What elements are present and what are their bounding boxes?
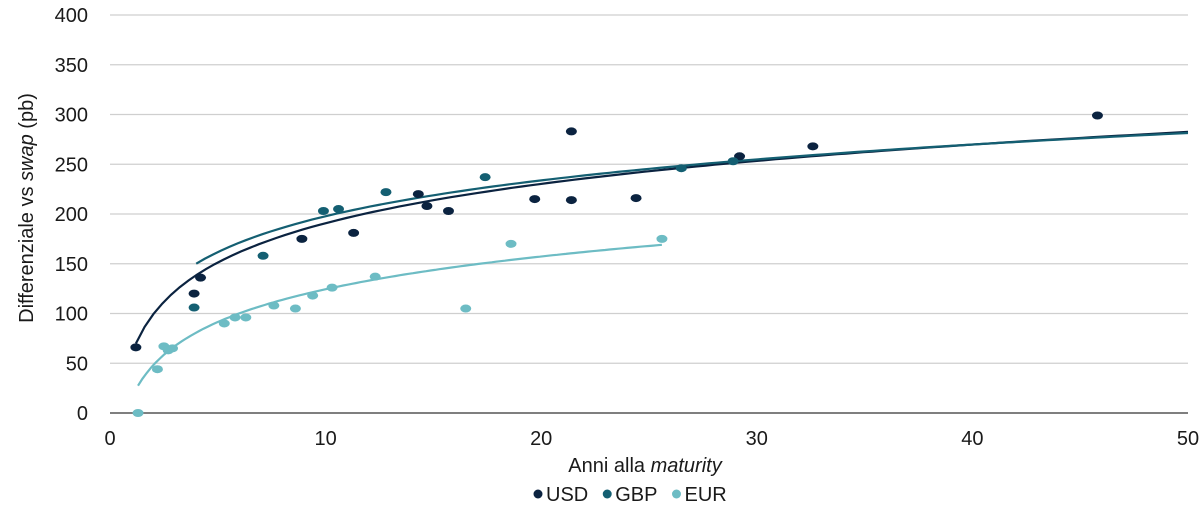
x-axis-ticks: 0 10 20 30 40 50 [104,428,1199,450]
y-tick-label: 100 [55,304,88,326]
point-gbp [333,205,345,214]
y-tick-label: 250 [55,154,88,176]
y-tick-label: 200 [55,204,88,226]
point-eur [369,272,381,281]
point-gbp [317,207,329,216]
point-eur [229,313,241,322]
point-usd [442,207,454,216]
data-points [130,111,1103,417]
legend-label-gbp: GBP [615,484,657,506]
point-gbp [380,188,392,197]
point-usd [421,202,433,211]
legend-label-eur: EUR [684,484,726,506]
x-tick-label: 0 [104,428,115,450]
point-usd [807,142,819,151]
y-axis-title: Differenziale vs swap (pb) [16,93,38,323]
point-usd [529,195,541,204]
point-gbp [257,251,269,260]
trend-line-gbp [195,131,1189,265]
point-eur [240,313,252,322]
point-gbp [479,173,491,182]
x-tick-label: 10 [314,428,336,450]
point-usd [130,343,142,352]
point-usd [734,152,746,161]
point-usd [188,289,200,298]
point-gbp [675,164,687,173]
point-gbp [727,157,739,166]
point-gbp [188,303,200,312]
legend-label-usd: USD [546,484,588,506]
x-axis-title: Anni alla maturity [568,455,722,477]
x-tick-label: 40 [961,428,983,450]
point-eur [151,365,163,374]
point-eur [132,409,144,417]
point-eur [218,319,230,328]
gridlines [110,14,1188,414]
trend-line-eur [137,243,663,387]
x-tick-label: 30 [746,428,768,450]
point-usd [296,234,308,243]
y-tick-label: 0 [77,403,88,425]
point-usd [630,194,642,203]
point-eur [167,344,179,353]
y-tick-label: 50 [66,353,88,375]
point-eur [326,283,338,292]
point-usd [412,190,424,199]
point-eur [505,239,517,248]
y-axis-ticks: 0 50 100 150 200 250 300 350 400 [55,5,88,425]
point-usd [565,196,577,205]
point-usd [195,273,207,282]
y-tick-label: 150 [55,254,88,276]
point-eur [268,301,280,310]
y-tick-label: 300 [55,105,88,127]
point-eur [460,304,472,313]
point-eur [307,291,319,300]
point-usd [565,127,577,136]
point-usd [1091,111,1103,120]
point-eur [656,234,668,243]
x-tick-label: 50 [1177,428,1199,450]
y-tick-label: 400 [55,5,88,27]
point-usd [348,228,360,237]
trend-lines [134,130,1189,387]
point-eur [289,304,301,313]
y-tick-label: 350 [55,55,88,77]
legend-marker-eur [671,489,681,499]
x-tick-label: 20 [530,428,552,450]
legend-marker-usd [533,489,543,499]
legend-marker-gbp [602,489,612,499]
legend: USD GBP EUR [533,484,727,506]
